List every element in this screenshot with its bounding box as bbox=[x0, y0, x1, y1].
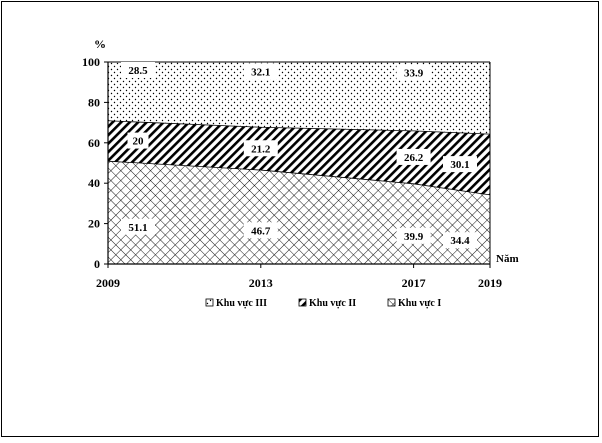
x-tick-label-2013: 2013 bbox=[249, 276, 273, 290]
legend-label-khu-vực-i: Khu vực I bbox=[398, 298, 441, 309]
data-label-bg-0 bbox=[121, 218, 155, 235]
data-label-1: 46.7 bbox=[251, 225, 271, 237]
legend: Khu vực III Khu vực II Khu vực I bbox=[205, 298, 441, 309]
legend-swatch-khu-vực-ii bbox=[298, 298, 307, 307]
data-label-3: 34.4 bbox=[450, 235, 470, 247]
data-label-6: 26.2 bbox=[404, 152, 424, 164]
data-label-4: 20 bbox=[133, 136, 145, 148]
data-label-bg-4 bbox=[127, 132, 149, 149]
y-tick-label-0: 0 bbox=[94, 257, 100, 271]
y-tick-label-100: 100 bbox=[82, 55, 100, 69]
stacked-area-chart: 0 20 40 60 80 100 2009 2013 2017 2019% Năm 51.1 46.… bbox=[82, 37, 519, 309]
x-tick-label-2019: 2019 bbox=[478, 276, 502, 290]
chart-frame: 0 20 40 60 80 100 2009 2013 2017 2019% Năm 51.1 46.… bbox=[1, 1, 599, 437]
legend-label-khu-vực-iii: Khu vực III bbox=[216, 298, 267, 309]
x-tick-label-2009: 2009 bbox=[96, 276, 120, 290]
legend-swatch-khu-vực-i bbox=[387, 298, 396, 307]
y-axis-label: % bbox=[94, 37, 106, 51]
y-tick-label-60: 60 bbox=[88, 136, 100, 150]
data-label-bg-2 bbox=[396, 227, 431, 244]
y-tick-label-80: 80 bbox=[88, 95, 100, 109]
legend-label-khu-vực-ii: Khu vực II bbox=[309, 298, 356, 309]
area-khu-vực-ii bbox=[108, 120, 490, 195]
x-axis-label: Năm bbox=[496, 253, 519, 265]
data-label-9: 32.1 bbox=[251, 66, 270, 78]
data-label-0: 51.1 bbox=[128, 222, 147, 234]
axes: 0 20 40 60 80 100 2009 2013 2017 2019% Năm bbox=[82, 37, 519, 290]
area-khu-vực-iii bbox=[108, 62, 490, 134]
data-labels: 51.1 46.7 39.9 34.4 20 21.2 26.2 30.1 28.5 32.1 33… bbox=[121, 61, 477, 249]
x-tick-label-2017: 2017 bbox=[402, 276, 426, 290]
data-label-bg-6 bbox=[396, 148, 431, 165]
data-label-10: 33.9 bbox=[404, 67, 424, 79]
area-khu-vực-i bbox=[108, 160, 490, 264]
y-tick-label-20: 20 bbox=[88, 217, 100, 231]
data-label-bg-3 bbox=[443, 232, 477, 249]
plot-area bbox=[107, 62, 491, 264]
data-label-bg-10 bbox=[396, 64, 431, 81]
data-label-bg-5 bbox=[243, 140, 278, 157]
data-label-5: 21.2 bbox=[251, 143, 271, 155]
y-tick-label-40: 40 bbox=[88, 176, 100, 190]
data-label-7: 30.1 bbox=[450, 159, 469, 171]
data-label-8: 28.5 bbox=[128, 65, 148, 77]
data-label-bg-7 bbox=[443, 156, 477, 173]
legend-swatch-khu-vực-iii bbox=[205, 298, 214, 307]
data-label-bg-1 bbox=[243, 222, 278, 239]
data-label-2: 39.9 bbox=[404, 231, 424, 243]
data-label-bg-9 bbox=[243, 63, 278, 80]
data-label-bg-8 bbox=[121, 61, 155, 78]
